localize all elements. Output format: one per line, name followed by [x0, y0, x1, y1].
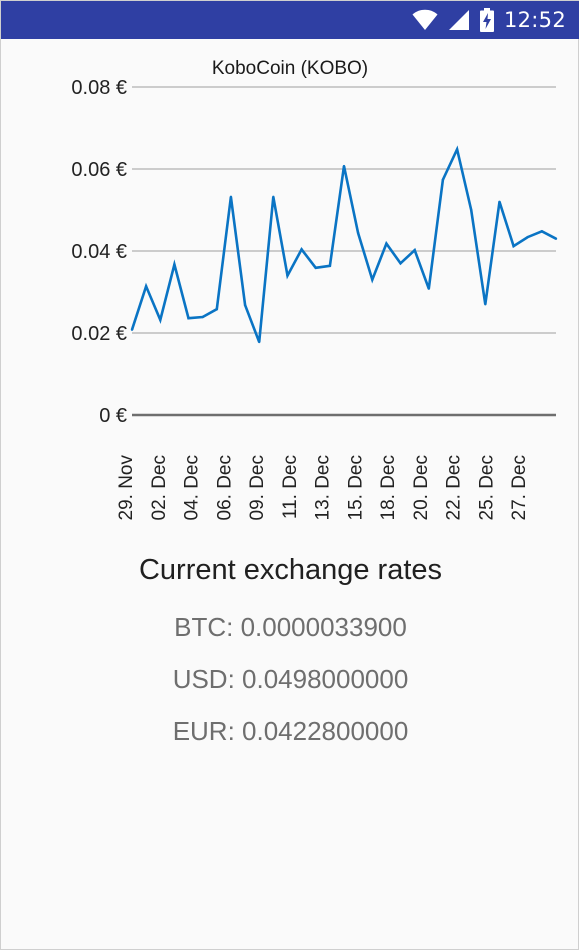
data-point: [258, 340, 261, 344]
cell-signal-icon: [448, 10, 469, 30]
x-tick-label: 22. Dec: [444, 455, 465, 520]
data-point: [399, 262, 402, 265]
price-chart-svg: KoboCoin (KOBO) 0 € 0.02 € 0.04 € 0.06 € 0.08…: [71, 58, 558, 521]
status-bar: 12:52: [1, 1, 579, 39]
data-point: [554, 237, 558, 240]
x-tick-label: 27. Dec: [509, 455, 530, 520]
wifi-icon: [412, 9, 438, 30]
data-point: [470, 208, 473, 212]
x-tick-label: 15. Dec: [345, 455, 366, 520]
x-tick-label: 29. Nov: [116, 455, 137, 521]
exchange-rates-panel: Current exchange rates BTC: 0.0000033900…: [1, 549, 579, 757]
x-tick-label: 09. Dec: [247, 455, 268, 520]
series-line: [130, 145, 557, 343]
data-point: [342, 164, 346, 168]
data-point: [427, 287, 430, 290]
data-point: [526, 235, 529, 239]
exchange-rates-title: Current exchange rates: [138, 554, 443, 586]
data-point: [484, 303, 487, 306]
data-point: [540, 230, 544, 233]
data-point: [173, 263, 176, 266]
x-tick-label: 18. Dec: [378, 455, 399, 520]
x-tick-label: 02. Dec: [149, 455, 170, 520]
data-point: [187, 317, 190, 320]
x-tick-label: 25. Dec: [476, 455, 497, 520]
x-tick-label: 06. Dec: [214, 455, 235, 520]
price-chart: KoboCoin (KOBO) 0 € 0.02 € 0.04 € 0.06 € 0.08…: [1, 39, 579, 539]
data-point: [215, 308, 218, 311]
data-point: [498, 200, 501, 203]
data-point: [512, 244, 515, 248]
data-point: [356, 231, 360, 235]
data-point: [201, 315, 204, 319]
data-point: [328, 264, 332, 267]
x-tick-label: 20. Dec: [411, 455, 432, 520]
data-point: [300, 248, 303, 251]
y-tick-label: 0 €: [99, 405, 127, 427]
btc-rate: BTC: 0.0000033900: [174, 612, 407, 642]
usd-rate: USD: 0.0498000000: [172, 664, 409, 694]
data-point: [130, 328, 134, 331]
data-point: [413, 248, 416, 252]
x-tick-label: 04. Dec: [182, 455, 203, 520]
eur-rate: EUR: 0.0422800000: [172, 716, 409, 746]
y-tick-label: 0.02 €: [71, 323, 127, 345]
y-tick-label: 0.06 €: [71, 159, 127, 181]
y-tick-label: 0.08 €: [71, 77, 127, 99]
x-tick-label: 11. Dec: [280, 455, 301, 519]
data-point: [314, 266, 317, 270]
data-point: [385, 242, 388, 245]
status-time: 12:52: [503, 8, 566, 32]
status-icons: 12:52: [412, 1, 566, 39]
x-tick-label: 13. Dec: [313, 455, 334, 520]
data-point: [243, 303, 247, 307]
data-point: [371, 278, 374, 281]
data-point: [441, 178, 445, 181]
chart-title: KoboCoin (KOBO): [212, 58, 368, 79]
data-point: [159, 318, 162, 322]
battery-charging-icon: [479, 8, 494, 32]
data-point: [144, 285, 148, 288]
y-tick-label: 0.04 €: [71, 241, 127, 263]
data-point: [286, 274, 289, 277]
data-point: [455, 148, 459, 151]
data-point: [272, 195, 275, 199]
data-point: [229, 195, 233, 199]
